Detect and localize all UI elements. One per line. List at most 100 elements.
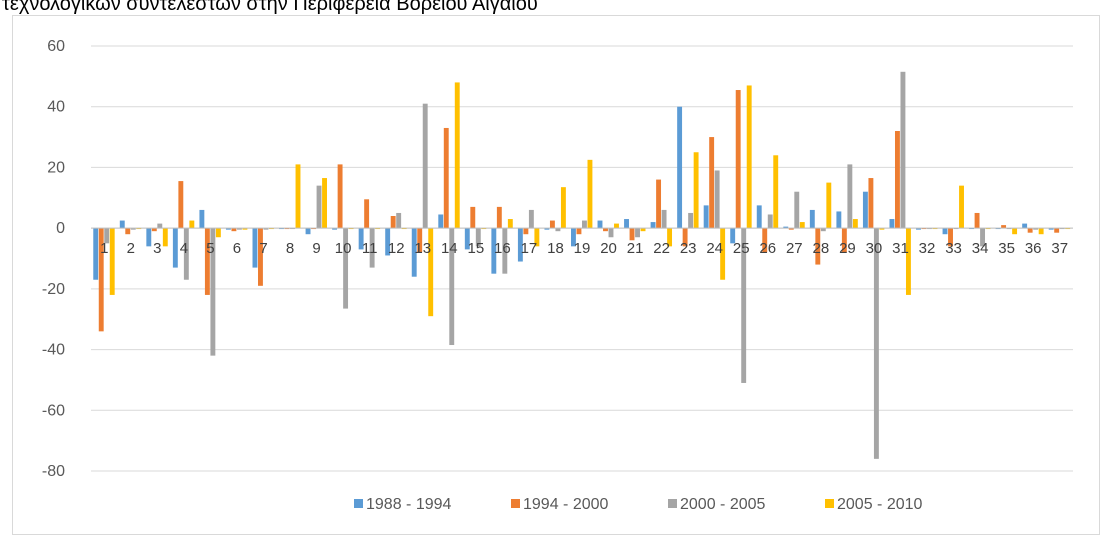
x-tick-label: 8: [286, 240, 294, 257]
bar-1994-2000-6: [231, 228, 237, 232]
bar-2005-2010-25: [746, 85, 752, 229]
bar-2005-2010-26: [773, 155, 779, 229]
bar-1988-1994-4: [172, 228, 178, 268]
bar-2000-2005-24: [714, 170, 720, 229]
bar-2000-2005-27: [794, 191, 800, 229]
x-tick-label: 16: [494, 240, 511, 257]
bar-2000-2005-2: [130, 228, 136, 230]
x-tick-label: 11: [362, 240, 378, 257]
bar-2000-2005-4: [183, 228, 189, 280]
bar-1988-1994-6: [225, 228, 231, 230]
bar-2005-2010-20: [614, 223, 619, 229]
x-tick-label: 15: [467, 240, 484, 257]
legend-swatch: [668, 499, 677, 508]
bar-1994-2000-29: [841, 228, 847, 253]
bar-2005-2010-1: [109, 228, 115, 295]
bar-1994-2000-17: [523, 228, 529, 235]
x-tick-label: 2: [127, 240, 135, 257]
bar-1994-2000-30: [868, 178, 874, 229]
bar-2005-2010-8: [295, 164, 301, 229]
y-tick-label: -60: [42, 402, 65, 419]
x-tick-label: 10: [335, 240, 352, 257]
bar-1988-1994-19: [571, 228, 576, 247]
bar-2000-2005-9: [316, 185, 322, 229]
bar-1994-2000-3: [151, 228, 157, 232]
bar-1988-1994-3: [146, 228, 152, 247]
bar-1994-2000-34: [974, 212, 980, 229]
bar-2005-2010-14: [454, 82, 460, 229]
legend-label: 2005 - 2010: [837, 496, 923, 513]
bar-1994-2000-18: [549, 220, 555, 229]
bar-2005-2010-24: [720, 228, 726, 280]
legend-label: 1988 - 1994: [366, 496, 452, 513]
bar-1988-1994-32: [916, 228, 921, 230]
bar-2000-2005-13: [422, 103, 428, 229]
x-tick-label: 9: [312, 240, 320, 257]
bar-2005-2010-18: [560, 187, 566, 229]
bar-2000-2005-31: [900, 71, 906, 229]
bar-1988-1994-22: [650, 222, 656, 229]
bar-2000-2005-11: [369, 228, 375, 268]
bar-1994-2000-31: [894, 131, 900, 229]
bar-1988-1994-30: [862, 191, 868, 229]
bar-2000-2005-28: [820, 228, 826, 232]
x-tick-label: 18: [547, 240, 564, 257]
bar-2000-2005-7: [263, 228, 269, 230]
bar-2000-2005-21: [635, 228, 640, 238]
bar-2000-2005-16: [502, 228, 508, 274]
bars: [93, 71, 1071, 459]
legend: 1988 - 1994 1994 - 2000 2000 - 2005 2005 - …: [354, 496, 923, 513]
x-tick-labels: 1 2 3 4 5 6 7 8 9 10 11 12 13 14 15 16 17 18 19 20 21 22 23 24 2…: [100, 240, 1068, 257]
bar-2005-2010-29: [852, 219, 858, 229]
bar-2000-2005-1: [104, 228, 110, 244]
legend-swatch: [354, 499, 363, 508]
bar-2005-2010-13: [428, 228, 434, 317]
bar-1994-2000-27: [788, 228, 794, 230]
bar-2000-2005-18: [555, 228, 561, 232]
y-tick-label: -80: [42, 463, 65, 480]
bar-1988-1994-18: [544, 228, 550, 230]
x-tick-label: 14: [441, 240, 458, 257]
bar-1994-2000-28: [815, 228, 821, 265]
bar-1988-1994-27: [783, 226, 789, 229]
bar-1994-2000-11: [364, 199, 370, 229]
bar-1988-1994-11: [358, 228, 364, 250]
bar-1994-2000-22: [656, 179, 662, 229]
bar-2000-2005-20: [608, 228, 614, 238]
y-tick-labels: 60 40 20 0 -20 -40 -60 -80: [42, 38, 65, 480]
bar-1994-2000-19: [576, 228, 582, 235]
bar-1988-1994-2: [119, 220, 125, 229]
bar-1994-2000-10: [337, 164, 343, 229]
bar-1994-2000-7: [258, 228, 263, 286]
bar-2005-2010-16: [507, 219, 513, 229]
x-tick-label: 3: [153, 240, 161, 257]
bar-1994-2000-21: [629, 228, 635, 241]
bar-1988-1994-37: [1048, 228, 1054, 230]
bar-1988-1994-24: [703, 205, 709, 229]
bar-2005-2010-5: [215, 228, 221, 238]
x-tick-label: 28: [813, 240, 830, 257]
bar-2005-2010-33: [959, 185, 964, 229]
bar-1994-2000-4: [178, 181, 184, 229]
bar-2000-2005-10: [343, 228, 349, 309]
x-tick-label: 37: [1051, 240, 1068, 257]
bar-2005-2010-21: [640, 228, 646, 232]
x-tick-label: 33: [945, 240, 962, 257]
bar-1988-1994-12: [385, 228, 391, 256]
bar-2005-2010-30: [879, 228, 885, 230]
bar-1988-1994-5: [199, 209, 205, 229]
chart-title: τεχνολογικών συντελεστών στην Περιφέρεια…: [2, 0, 538, 15]
x-tick-label: 6: [233, 240, 241, 257]
bar-2000-2005-36: [1033, 228, 1039, 230]
x-tick-label: 21: [627, 240, 644, 257]
bar-1994-2000-16: [496, 206, 502, 229]
bar-2000-2005-3: [157, 223, 163, 229]
bar-1994-2000-23: [682, 228, 688, 247]
bar-1994-2000-20: [603, 228, 608, 232]
bar-2005-2010-3: [162, 228, 168, 247]
bar-2000-2005-23: [688, 212, 694, 229]
bar-1988-1994-31: [889, 219, 895, 229]
bar-1988-1994-1: [93, 228, 99, 280]
bar-1988-1994-20: [597, 220, 603, 229]
bar-1988-1994-29: [836, 211, 842, 229]
